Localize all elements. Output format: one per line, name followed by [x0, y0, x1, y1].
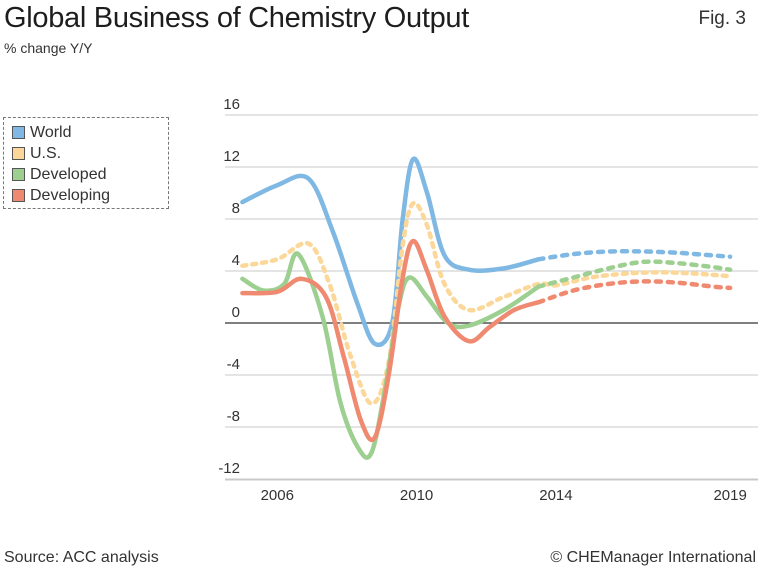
x-tick-label: 2014 [539, 487, 572, 504]
chart-subtitle: % change Y/Y [4, 40, 93, 56]
x-tick-label: 2006 [261, 487, 294, 504]
legend-swatch-developing [12, 189, 25, 202]
series-line-developing [240, 238, 541, 443]
y-tick-label: -12 [218, 460, 240, 477]
y-tick-label: -8 [227, 408, 240, 425]
legend-swatch-us [12, 147, 25, 160]
y-tick-label: 0 [232, 304, 240, 321]
series-forecast-world [536, 249, 733, 262]
source-note: Source: ACC analysis [4, 549, 159, 566]
legend-item-us: U.S. [12, 143, 160, 164]
legend-label-us: U.S. [30, 144, 62, 162]
chart-gridlines [225, 114, 758, 481]
x-tick-label: 2019 [713, 487, 746, 504]
legend-label-developing: Developing [30, 186, 111, 204]
copyright-credit: © CHEManager International [550, 549, 756, 566]
y-tick-label: -4 [227, 356, 240, 373]
legend-swatch-world [12, 126, 25, 139]
chart-legend: World U.S. Developed Developing [3, 117, 169, 209]
y-tick-label: 8 [232, 200, 240, 217]
x-tick-label: 2010 [400, 487, 433, 504]
series-forecast-developing [536, 279, 733, 305]
y-tick-label: 12 [223, 148, 240, 165]
series-line-us [240, 200, 733, 406]
figure-label: Fig. 3 [698, 8, 746, 29]
legend-item-developed: Developed [12, 164, 160, 185]
series-forecast-developed [536, 259, 733, 289]
legend-item-developing: Developing [12, 185, 160, 206]
legend-label-developed: Developed [30, 165, 107, 183]
chart-series [240, 156, 733, 460]
chart-tick-labels: 16 12 8 4 0 -4 -8 -12 2006 2010 2014 2019 [218, 96, 747, 504]
legend-item-world: World [12, 122, 160, 143]
y-tick-label: 16 [223, 96, 240, 113]
legend-label-world: World [30, 123, 72, 141]
y-tick-label: 4 [232, 252, 240, 269]
legend-swatch-developed [12, 168, 25, 181]
chart-title: Global Business of Chemistry Output [4, 2, 469, 34]
